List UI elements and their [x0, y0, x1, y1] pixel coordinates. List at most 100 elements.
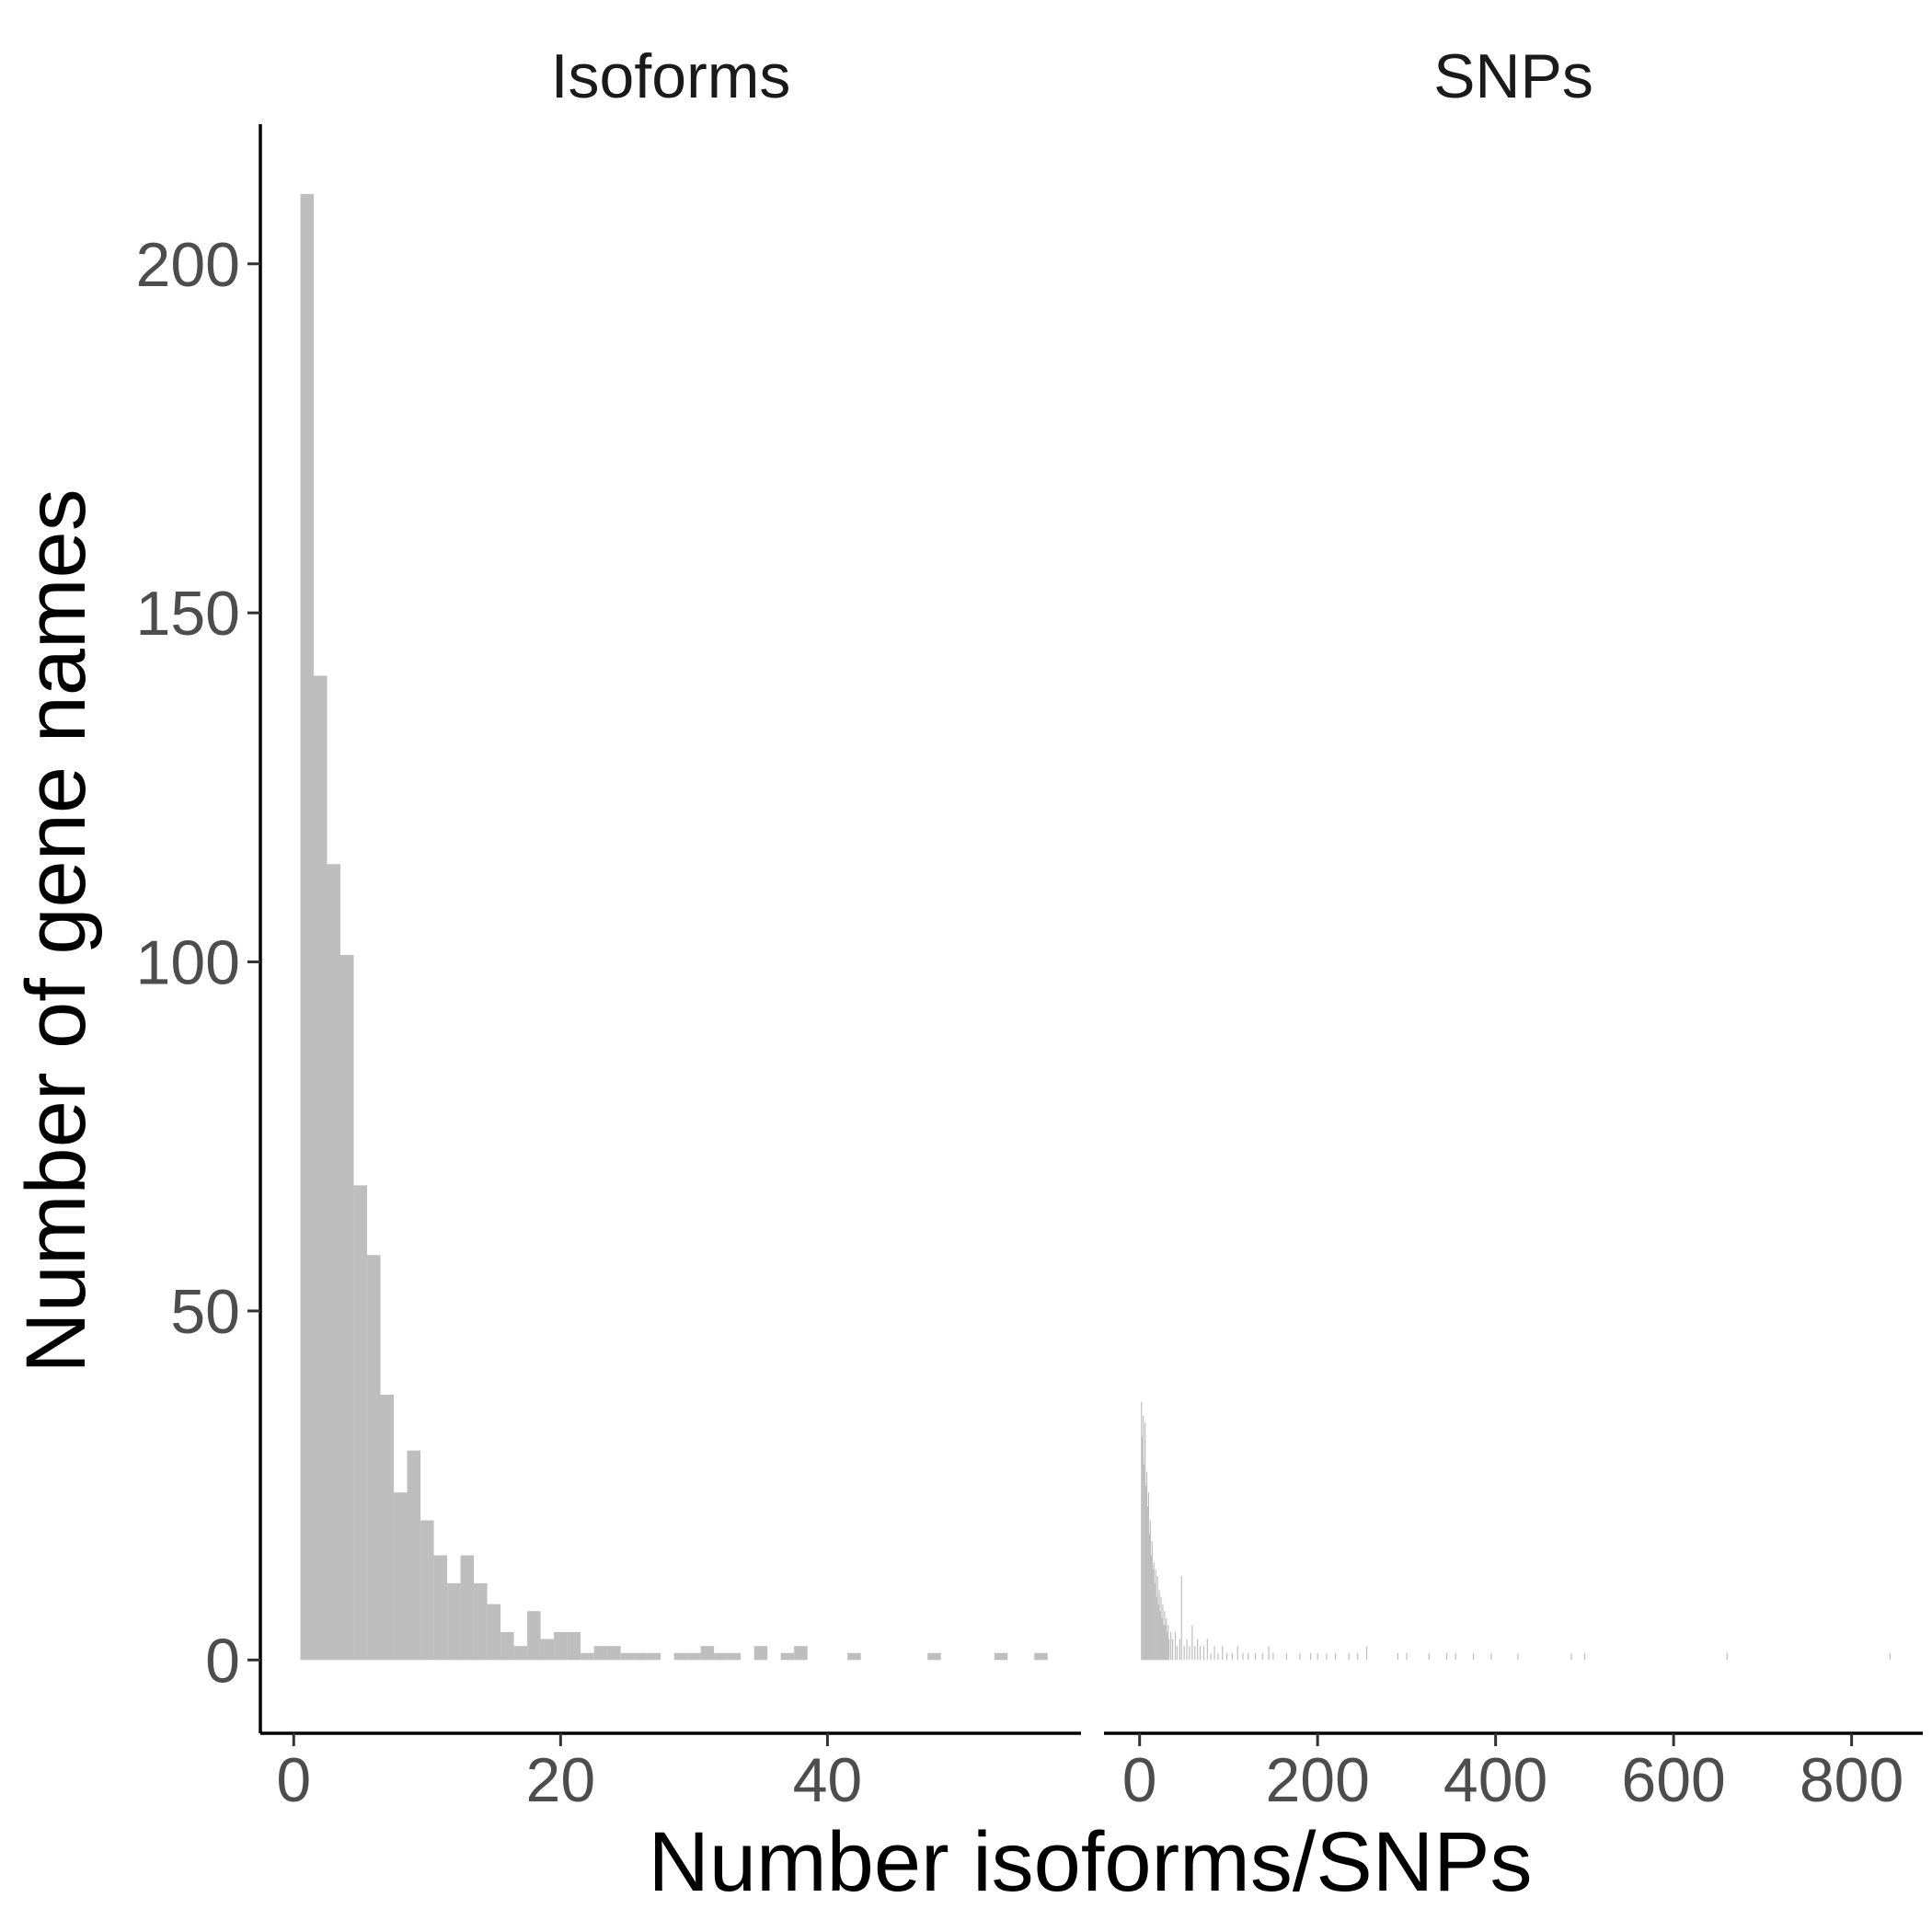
histogram-bar [1472, 1652, 1475, 1661]
x-tick-label: 400 [1443, 1745, 1547, 1815]
histogram-bar [1197, 1639, 1199, 1661]
histogram-bar [340, 954, 354, 1661]
y-axis-title: Number of gene names [9, 489, 103, 1373]
histogram-bar [1222, 1646, 1224, 1661]
histogram-bar [1236, 1646, 1238, 1661]
histogram-bar [1285, 1652, 1288, 1661]
histogram-bar [500, 1631, 514, 1661]
histogram-bar [1326, 1652, 1328, 1661]
histogram-bar [1272, 1652, 1274, 1661]
histogram-bar [1150, 1555, 1152, 1661]
histogram-bar [1889, 1652, 1891, 1661]
histogram-bar [420, 1520, 434, 1661]
histogram-bars [300, 193, 1048, 1661]
histogram-bar [1180, 1576, 1182, 1661]
histogram-bar [1149, 1520, 1152, 1661]
histogram-bar [673, 1652, 688, 1661]
x-axis-title: Number isoforms/SNPs [648, 1815, 1532, 1909]
x-tick-label: 0 [1122, 1745, 1157, 1815]
histogram-bar [1189, 1646, 1190, 1661]
histogram-bar [1210, 1652, 1212, 1661]
y-tick-label: 0 [205, 1626, 240, 1696]
histogram-bar [1299, 1652, 1301, 1661]
histogram-bar [994, 1652, 1008, 1661]
histogram-bar [593, 1646, 608, 1661]
histogram-bar [1261, 1652, 1263, 1661]
histogram-bar [1199, 1646, 1202, 1661]
panel-strip-label: SNPs [1433, 41, 1593, 111]
histogram-bar [927, 1652, 941, 1661]
histogram-bar [540, 1639, 555, 1661]
y-tick-label: 150 [136, 579, 240, 649]
histogram-bar [460, 1555, 475, 1661]
histogram-bar [394, 1492, 408, 1661]
histogram-bar [1226, 1652, 1228, 1661]
histogram-bar [727, 1652, 742, 1661]
histogram-bar [1147, 1492, 1150, 1661]
histogram-bar [1166, 1617, 1167, 1661]
histogram-bar [1034, 1652, 1048, 1661]
histogram-bar [1170, 1631, 1172, 1661]
histogram-bar [1151, 1541, 1153, 1661]
histogram-bar [554, 1631, 568, 1661]
histogram-bar [1167, 1625, 1169, 1661]
histogram-bar [1365, 1646, 1368, 1661]
histogram-bar [1152, 1569, 1154, 1661]
histogram-bar [474, 1582, 488, 1661]
histogram-bar [1156, 1576, 1158, 1661]
histogram-bar [1174, 1631, 1177, 1661]
histogram-bars [1141, 1401, 1891, 1661]
panel-strip-label: Isoforms [551, 41, 791, 111]
histogram-bar [1156, 1597, 1157, 1661]
histogram-bar [1428, 1652, 1430, 1661]
histogram-bar [1144, 1422, 1146, 1661]
histogram-bar [1445, 1652, 1448, 1661]
histogram-bar [380, 1394, 395, 1661]
histogram-bar [314, 675, 328, 1661]
histogram-bar [1570, 1652, 1572, 1661]
histogram-bar [1335, 1652, 1337, 1661]
histogram-bar [753, 1646, 768, 1661]
histogram-bar [407, 1450, 421, 1661]
histogram-bar [1186, 1639, 1188, 1661]
histogram-bar [300, 193, 315, 1661]
histogram-bar [1160, 1597, 1162, 1661]
histogram-bar [1176, 1646, 1179, 1661]
histogram-bar [1183, 1646, 1185, 1661]
histogram-bar [1348, 1652, 1350, 1661]
y-tick-label: 100 [136, 928, 240, 998]
histogram-bar [581, 1652, 594, 1661]
x-tick-label: 600 [1621, 1745, 1725, 1815]
histogram-bar [647, 1652, 661, 1661]
histogram-bar [1142, 1436, 1144, 1661]
histogram-bar [1164, 1611, 1166, 1661]
histogram-bar [1159, 1611, 1161, 1661]
histogram-bar [714, 1652, 728, 1661]
histogram-bar [567, 1631, 581, 1661]
histogram-bar [1144, 1485, 1147, 1661]
panel-snps: SNPs 0 200 400 600 800 [1104, 41, 1923, 1815]
histogram-bar [1153, 1562, 1155, 1661]
histogram-bar [1154, 1582, 1156, 1661]
histogram-bar [1254, 1652, 1257, 1661]
histogram-bar [1194, 1646, 1196, 1661]
histogram-bar [1583, 1652, 1586, 1661]
x-tick-label: 200 [1265, 1745, 1369, 1815]
y-tick-label: 50 [170, 1277, 240, 1347]
x-tick-label: 0 [276, 1745, 311, 1815]
histogram-bar [327, 864, 341, 1661]
histogram-bar [527, 1611, 541, 1661]
histogram-bar [700, 1646, 715, 1661]
histogram-bar [1179, 1639, 1180, 1661]
histogram-bar [794, 1646, 808, 1661]
histogram-bar [447, 1582, 461, 1661]
histogram-bar [1206, 1639, 1208, 1661]
histogram-bar [1162, 1604, 1164, 1661]
histogram-bar [780, 1652, 795, 1661]
histogram-bar [1161, 1617, 1163, 1661]
histogram-bar [687, 1652, 701, 1661]
histogram-bar [1191, 1625, 1193, 1661]
histogram-bar [1357, 1652, 1359, 1661]
histogram-bar [1172, 1639, 1174, 1661]
